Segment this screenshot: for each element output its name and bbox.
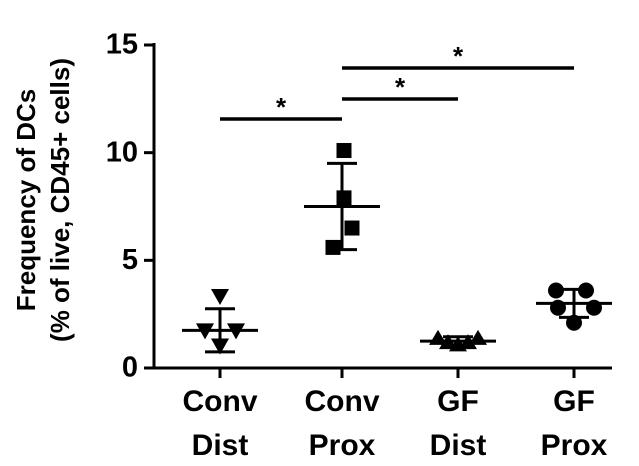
point <box>336 190 352 206</box>
point <box>429 329 447 345</box>
x-tick-label: Conv <box>305 385 380 418</box>
point <box>325 239 341 255</box>
point <box>586 299 602 316</box>
point <box>469 329 487 345</box>
x-tick-label: Prox <box>541 429 608 462</box>
point <box>578 282 594 299</box>
x-tick-label: GF <box>553 385 595 418</box>
y-tick-label: 0 <box>122 352 138 384</box>
point <box>227 323 245 340</box>
point <box>548 282 564 299</box>
y-axis-title-line: (% of live, CD45+ cells) <box>45 58 75 342</box>
y-tick-label: 15 <box>106 29 138 61</box>
x-tick-label: Dist <box>430 429 487 462</box>
point <box>566 314 582 331</box>
x-tick-label: Conv <box>183 385 258 418</box>
significance-label: * <box>395 72 406 102</box>
point <box>211 338 229 355</box>
x-tick-label: GF <box>437 385 479 418</box>
point <box>344 220 360 236</box>
x-tick-label: Dist <box>192 429 249 462</box>
y-axis-title-line: Frequency of DCs <box>11 89 41 312</box>
point <box>196 323 214 340</box>
significance-label: * <box>276 92 287 122</box>
y-tick-label: 5 <box>122 244 138 276</box>
point <box>211 288 229 305</box>
y-axis-title: Frequency of DCs (% of live, CD45+ cells… <box>11 58 75 342</box>
point <box>439 334 457 350</box>
y-tick-label: 10 <box>106 136 138 168</box>
point <box>459 334 477 350</box>
significance-label: * <box>453 41 464 71</box>
point <box>336 143 352 159</box>
point <box>550 299 566 316</box>
x-tick-label: Prox <box>309 429 376 462</box>
